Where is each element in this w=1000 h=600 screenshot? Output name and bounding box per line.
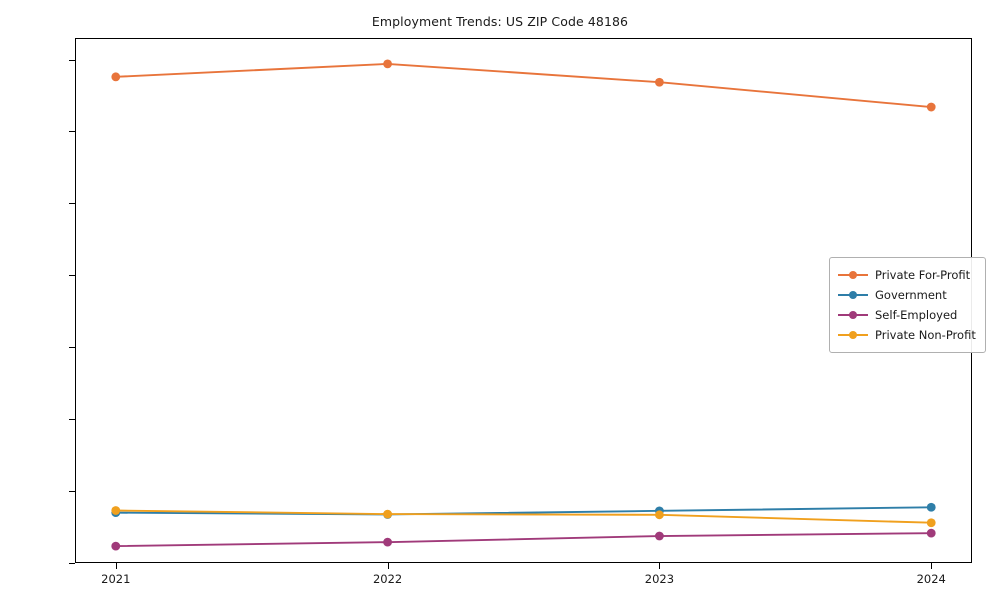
legend-swatch-icon <box>838 288 868 302</box>
y-axis-tick-mark <box>69 59 75 61</box>
x-axis-tick-mark <box>115 563 117 569</box>
legend-swatch-icon <box>838 268 868 282</box>
x-axis-tick-label: 2021 <box>101 572 131 586</box>
legend-label: Self-Employed <box>875 308 958 322</box>
legend-swatch-icon <box>838 328 868 342</box>
y-axis-tick-mark <box>69 203 75 205</box>
legend-item[interactable]: Self-Employed <box>838 305 976 325</box>
legend-label: Private For-Profit <box>875 268 971 282</box>
y-axis-tick-mark <box>69 347 75 349</box>
legend-swatch-icon <box>838 308 868 322</box>
legend-label: Government <box>875 288 947 302</box>
legend-item[interactable]: Private For-Profit <box>838 265 976 285</box>
chart-title: Employment Trends: US ZIP Code 48186 <box>371 14 629 29</box>
y-axis-tick-mark <box>69 275 75 277</box>
x-axis-tick-label: 2023 <box>644 572 675 586</box>
x-axis-tick-mark <box>931 563 933 569</box>
y-axis-tick-mark <box>69 419 75 421</box>
x-axis-tick-label: 2024 <box>916 572 946 586</box>
y-axis-tick-mark <box>69 563 75 564</box>
y-axis-tick-mark <box>69 131 75 133</box>
x-axis-tick-label: 2022 <box>372 572 403 586</box>
legend-item[interactable]: Private Non-Profit <box>838 325 976 345</box>
x-axis-tick-mark <box>659 563 661 569</box>
chart-legend: Private For-Profit Government Self-Employe… <box>829 257 986 353</box>
y-axis-tick-mark <box>69 491 75 493</box>
legend-item[interactable]: Government <box>838 285 976 305</box>
x-axis-tick-mark <box>387 563 389 569</box>
plot-area <box>75 38 972 563</box>
legend-label: Private Non-Profit <box>875 328 976 342</box>
